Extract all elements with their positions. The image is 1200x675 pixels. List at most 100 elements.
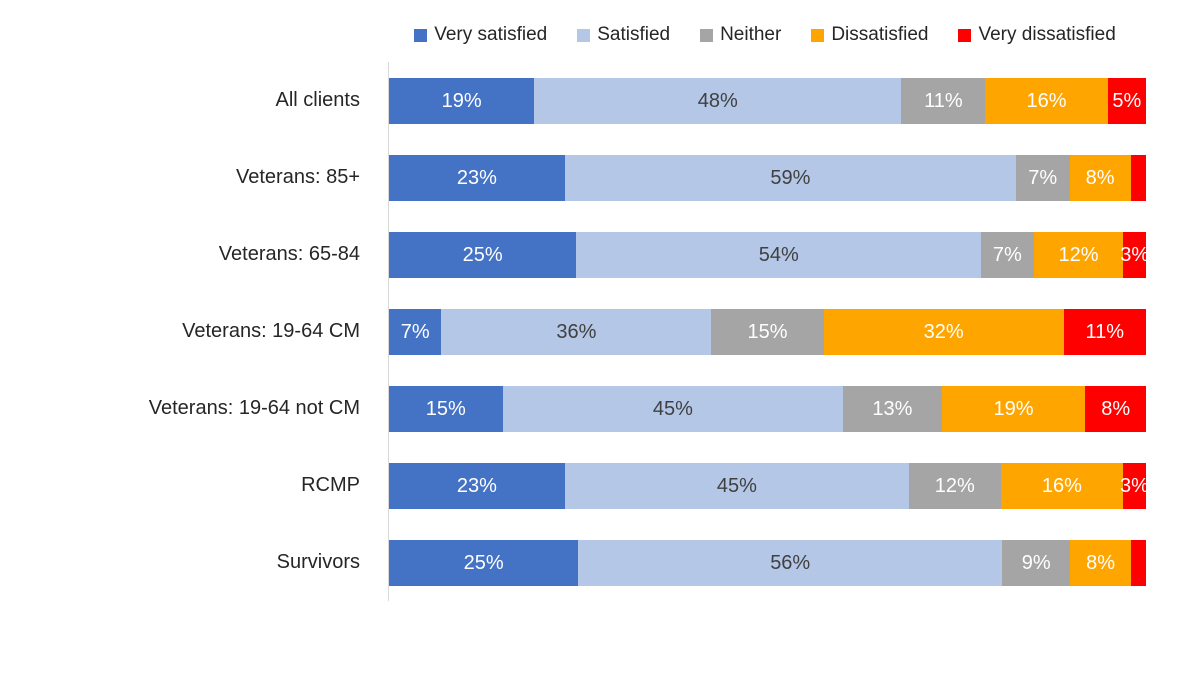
category-label: Veterans: 85+: [236, 166, 360, 188]
bar-row-veterans-19-64-cm: Veterans: 19-64 CM 7% 36% 15% 32% 11%: [0, 293, 1200, 370]
segment-value-label: 45%: [716, 474, 757, 497]
bar-segment-very-satisfied: 25%: [389, 231, 577, 278]
stacked-bar: 15% 45% 13% 19% 8%: [389, 385, 1146, 432]
segment-value-label: 7%: [400, 320, 430, 343]
category-label: RCMP: [301, 474, 360, 496]
segment-value-label: 9%: [1021, 551, 1051, 574]
legend-label: Neither: [720, 24, 782, 45]
bar-row-veterans-65-84: Veterans: 65-84 25% 54% 7% 12% 3%: [0, 216, 1200, 293]
segment-value-label: 8%: [1086, 551, 1115, 574]
bar-segment-dissatisfied: 8%: [1069, 154, 1131, 201]
bar-segment-very-satisfied: 19%: [389, 77, 535, 124]
legend-swatch-icon: [414, 28, 428, 42]
stacked-bar: 7% 36% 15% 32% 11%: [389, 308, 1146, 355]
plot-area: All clients 19% 48% 11% 16% 5% Veterans: 85+ 23…: [0, 62, 1200, 601]
stacked-bar: 25% 54% 7% 12% 3%: [389, 231, 1150, 278]
bar-segment-very-satisfied: 7%: [389, 308, 442, 355]
bar-segment-very-dissatisfied: 5%: [1107, 77, 1146, 124]
segment-value-label: 16%: [1026, 89, 1067, 112]
bar-segment-satisfied: 59%: [564, 154, 1016, 201]
bar-segment-satisfied: 45%: [564, 462, 909, 509]
stacked-bar: 23% 59% 7% 8%: [389, 154, 1146, 201]
bar-segment-very-satisfied: 23%: [389, 154, 565, 201]
bar-segment-satisfied: 48%: [534, 77, 902, 124]
category-label: All clients: [275, 89, 360, 111]
bar-segment-very-dissatisfied: 3%: [1120, 462, 1149, 509]
segment-value-label: 23%: [456, 166, 497, 189]
segment-value-label: 15%: [425, 397, 466, 420]
bar-row-rcmp: RCMP 23% 45% 12% 16% 3%: [0, 447, 1200, 524]
bar-row-survivors: Survivors 25% 56% 9% 8%: [0, 524, 1200, 601]
legend: Very satisfied Satisfied Neither Dissatisfi…: [380, 24, 1150, 46]
segment-value-label: 45%: [652, 397, 693, 420]
legend-swatch-icon: [958, 28, 972, 42]
bar-segment-neither: 12%: [908, 462, 1001, 509]
bar-segment-very-satisfied: 23%: [389, 462, 565, 509]
category-label: Veterans: 19-64 CM: [182, 320, 360, 342]
bar-segment-satisfied: 36%: [441, 308, 712, 355]
y-axis-line: [388, 62, 389, 601]
legend-item-very-dissatisfied: Very dissatisfied: [958, 24, 1116, 46]
bar-segment-satisfied: 54%: [576, 231, 982, 278]
bar-segment-neither: 7%: [981, 231, 1034, 278]
segment-value-label: 15%: [747, 320, 788, 343]
segment-value-label: 12%: [1058, 243, 1099, 266]
legend-label: Satisfied: [597, 24, 671, 45]
category-label: Survivors: [276, 551, 360, 573]
stacked-bar: 25% 56% 9% 8%: [389, 539, 1146, 586]
legend-label: Very satisfied: [434, 24, 548, 45]
segment-value-label: 36%: [556, 320, 597, 343]
segment-value-label: 7%: [1028, 166, 1058, 189]
legend-label: Very dissatisfied: [978, 24, 1116, 45]
bar-segment-very-dissatisfied: [1130, 154, 1146, 201]
bar-segment-satisfied: 56%: [578, 539, 1003, 586]
bar-segment-very-satisfied: 25%: [389, 539, 579, 586]
segment-value-label: 19%: [993, 397, 1034, 420]
bar-segment-neither: 15%: [711, 308, 824, 355]
bar-segment-neither: 13%: [843, 385, 942, 432]
segment-value-label: 3%: [1120, 474, 1149, 497]
bar-segment-very-dissatisfied: [1130, 539, 1146, 586]
segment-value-label: 19%: [441, 89, 482, 112]
legend-label: Dissatisfied: [831, 24, 929, 45]
segment-value-label: 3%: [1120, 243, 1150, 266]
segment-value-label: 8%: [1085, 166, 1115, 189]
bar-segment-dissatisfied: 8%: [1070, 539, 1131, 586]
bar-row-all-clients: All clients 19% 48% 11% 16% 5%: [0, 62, 1200, 139]
bar-segment-dissatisfied: 16%: [985, 77, 1108, 124]
segment-value-label: 5%: [1112, 89, 1142, 112]
legend-item-satisfied: Satisfied: [577, 24, 670, 46]
stacked-bar: 23% 45% 12% 16% 3%: [389, 462, 1149, 509]
bar-segment-neither: 7%: [1016, 154, 1070, 201]
segment-value-label: 11%: [1085, 320, 1124, 343]
segment-value-label: 7%: [992, 243, 1022, 266]
bar-segment-satisfied: 45%: [502, 385, 844, 432]
bar-segment-neither: 11%: [901, 77, 986, 124]
segment-value-label: 54%: [758, 243, 799, 266]
bar-row-veterans-85: Veterans: 85+ 23% 59% 7% 8%: [0, 139, 1200, 216]
bar-segment-dissatisfied: 12%: [1033, 231, 1124, 278]
segment-value-label: 13%: [872, 397, 913, 420]
bar-segment-dissatisfied: 16%: [1000, 462, 1124, 509]
bar-segment-dissatisfied: 19%: [941, 385, 1086, 432]
legend-item-very-satisfied: Very satisfied: [414, 24, 547, 46]
segment-value-label: 11%: [924, 89, 963, 112]
bar-segment-very-dissatisfied: 11%: [1063, 308, 1146, 355]
segment-value-label: 48%: [697, 89, 738, 112]
bar-segment-neither: 9%: [1002, 539, 1071, 586]
segment-value-label: 56%: [770, 551, 811, 574]
legend-swatch-icon: [700, 28, 714, 42]
stacked-bar: 19% 48% 11% 16% 5%: [389, 77, 1146, 124]
segment-value-label: 25%: [462, 243, 503, 266]
bar-segment-dissatisfied: 32%: [823, 308, 1064, 355]
segment-value-label: 32%: [923, 320, 964, 343]
segment-value-label: 25%: [463, 551, 504, 574]
segment-value-label: 8%: [1101, 397, 1131, 420]
bar-segment-very-satisfied: 15%: [389, 385, 503, 432]
category-label: Veterans: 65-84: [218, 243, 360, 265]
segment-value-label: 12%: [934, 474, 975, 497]
segment-value-label: 16%: [1041, 474, 1082, 497]
segment-value-label: 23%: [456, 474, 497, 497]
legend-swatch-icon: [577, 28, 591, 42]
